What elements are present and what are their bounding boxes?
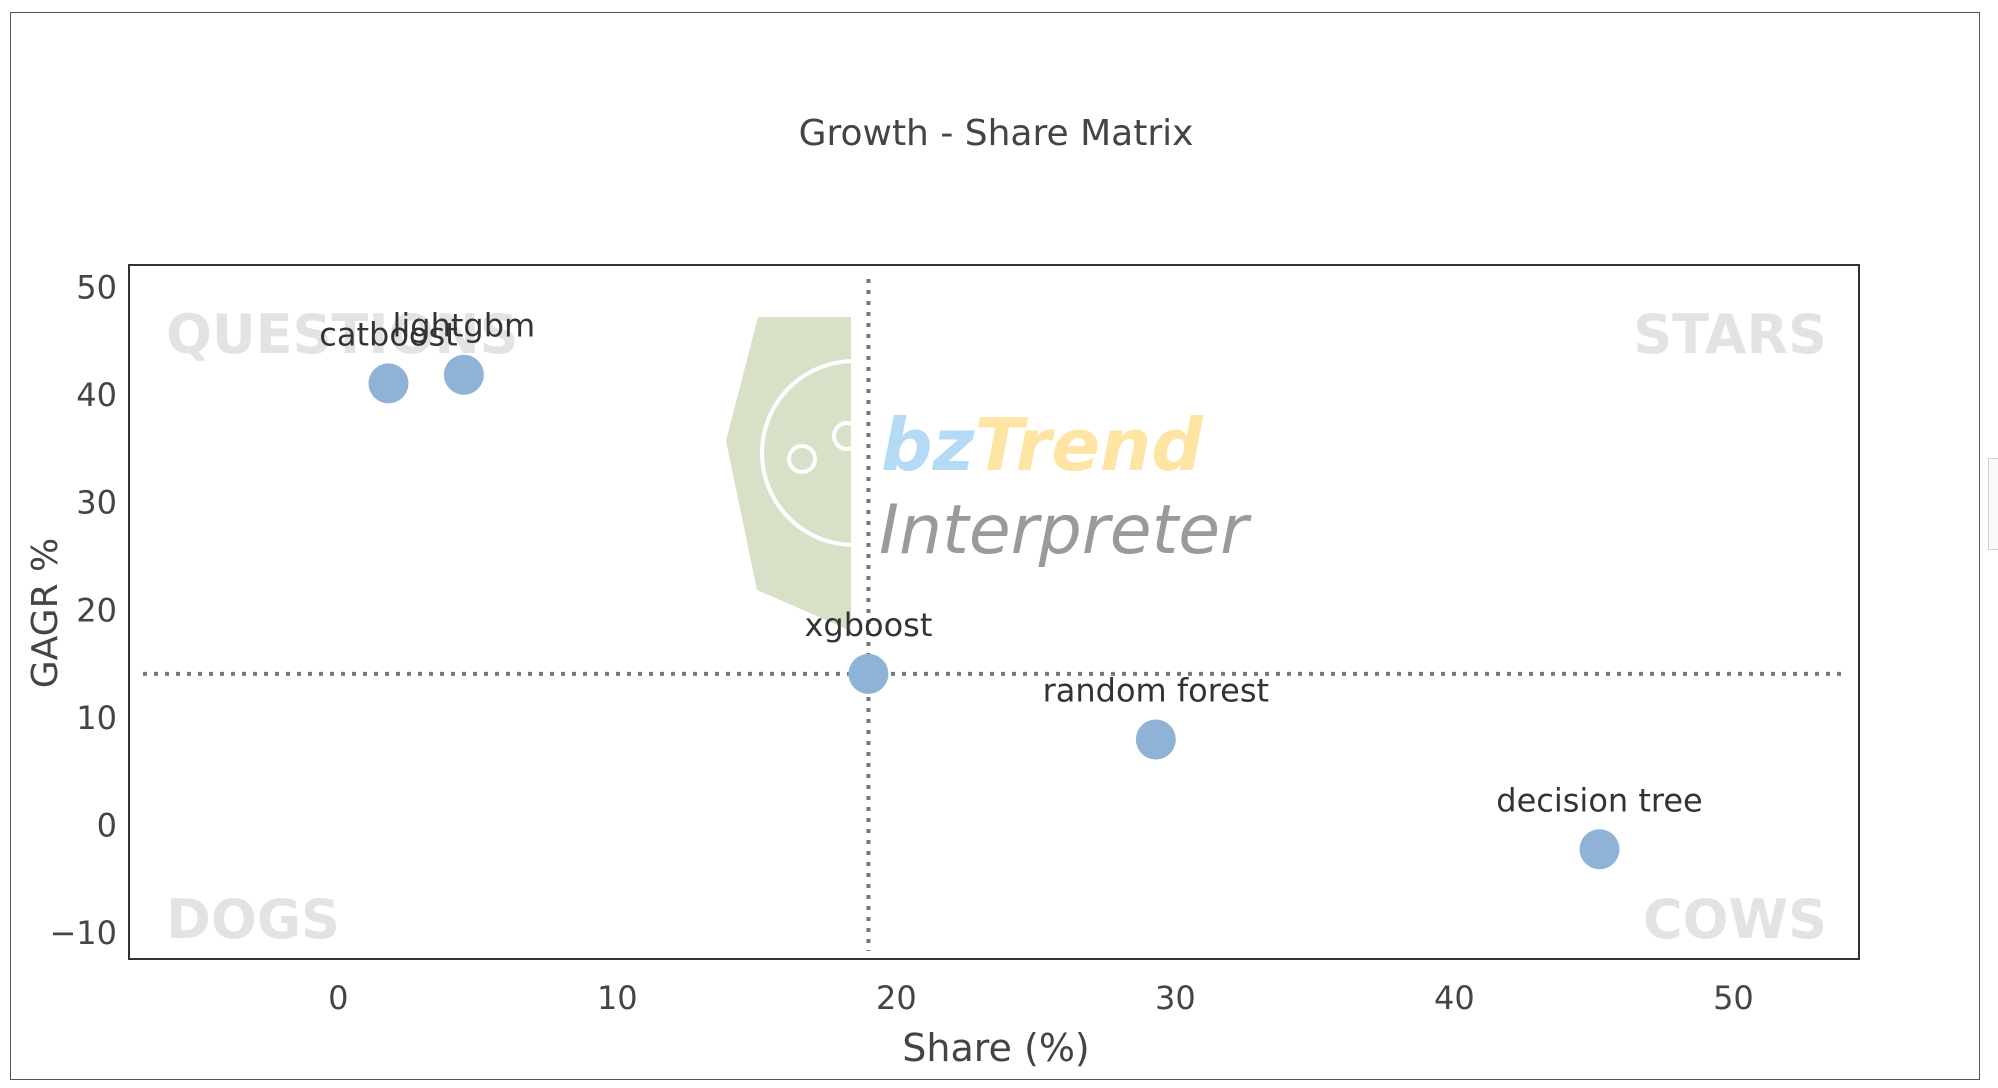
- data-point-label: random forest: [1043, 672, 1269, 710]
- chart-frame: Growth - Share Matrix bzTrend Interprete…: [10, 12, 1980, 1080]
- quadrant-label-cows: COWS: [1643, 888, 1827, 951]
- data-point-label: decision tree: [1496, 781, 1702, 819]
- side-panel-handle[interactable]: [1988, 458, 1998, 550]
- quadrant-label-dogs: DOGS: [166, 888, 340, 951]
- chart-title: Growth - Share Matrix: [799, 113, 1194, 154]
- y-tick-label: 30: [76, 484, 117, 522]
- x-tick-label: 10: [597, 979, 638, 1017]
- data-point-label: lightgbm: [392, 307, 535, 345]
- watermark-brand-trend: Trend: [974, 403, 1204, 487]
- quadrant-label-stars: STARS: [1633, 303, 1827, 366]
- watermark-logo-dot-left: [787, 444, 817, 474]
- x-tick-label: 30: [1155, 979, 1196, 1017]
- y-tick-label: 40: [76, 376, 117, 414]
- data-point-label: xgboost: [804, 606, 932, 644]
- data-point[interactable]: [443, 354, 484, 395]
- y-tick-label: 20: [76, 591, 117, 629]
- y-tick-label: 10: [76, 699, 117, 737]
- y-tick-label: 50: [76, 269, 117, 307]
- watermark-logo-dot-right: [832, 421, 862, 451]
- y-axis-ticks: −10 0 10 20 30 40 50: [49, 269, 117, 953]
- y-tick-label: −10: [49, 914, 117, 952]
- growth-share-chart: Growth - Share Matrix bzTrend Interprete…: [25, 113, 1860, 1070]
- watermark-subtitle: Interpreter: [879, 491, 1252, 570]
- data-points: [368, 354, 1620, 870]
- watermark-logo-arc: [760, 359, 948, 547]
- data-point[interactable]: [1135, 719, 1176, 760]
- watermark-brand: bzTrend: [881, 403, 1204, 487]
- y-tick-label: 0: [97, 807, 117, 845]
- data-point[interactable]: [1579, 829, 1620, 870]
- watermark-brand-bz: bz: [881, 403, 976, 487]
- watermark-logo-icon: [726, 317, 851, 631]
- x-tick-label: 0: [328, 979, 348, 1017]
- y-axis-title: GAGR %: [25, 538, 66, 688]
- x-tick-label: 20: [876, 979, 917, 1017]
- data-point[interactable]: [368, 363, 409, 404]
- x-tick-label: 40: [1434, 979, 1475, 1017]
- data-point-label: catboost: [319, 315, 457, 353]
- data-point[interactable]: [848, 653, 889, 694]
- x-axis-title: Share (%): [902, 1026, 1090, 1070]
- x-axis-ticks: 0 10 20 30 40 50: [328, 979, 1754, 1017]
- plot-area-border: [128, 264, 1860, 960]
- watermark: bzTrend Interpreter: [726, 317, 1252, 631]
- x-tick-label: 50: [1713, 979, 1754, 1017]
